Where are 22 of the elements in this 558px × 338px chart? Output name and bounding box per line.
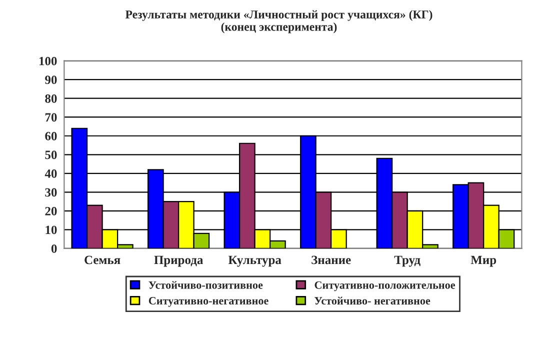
y-tick-label: 80 (45, 94, 57, 103)
legend-label: Ситуативно-негативное (148, 297, 268, 307)
y-tick-label: 40 (44, 169, 57, 178)
x-tick-label: Культура (228, 256, 282, 267)
y-tick-label: 30 (45, 188, 57, 197)
legend-label: Устойчиво-позитивное (148, 281, 263, 289)
x-tick-label: Мир (470, 256, 496, 267)
x-tick-label: Знание (312, 256, 351, 264)
x-tick-label: Труд (394, 256, 420, 267)
y-tick-label: 10 (46, 226, 57, 234)
y-tick-label: 100 (39, 56, 57, 66)
legend-label: Устойчиво- негативное (314, 296, 430, 305)
y-tick-label: 70 (45, 113, 57, 122)
y-tick-label: 20 (45, 206, 57, 216)
x-tick-label: Семья (84, 256, 120, 264)
x-tick-label: Природа (154, 256, 204, 267)
y-tick-label: 50 (45, 150, 57, 160)
chart-title: Результаты методики «Личностный рост учащихся» (КГ) (конец эксперимента) (125, 10, 432, 34)
y-tick-label: 60 (45, 132, 57, 140)
y-tick-label: 0 (51, 244, 57, 253)
y-tick-label: 90 (45, 76, 57, 84)
legend-label: Ситуативно-положительное (314, 281, 456, 292)
